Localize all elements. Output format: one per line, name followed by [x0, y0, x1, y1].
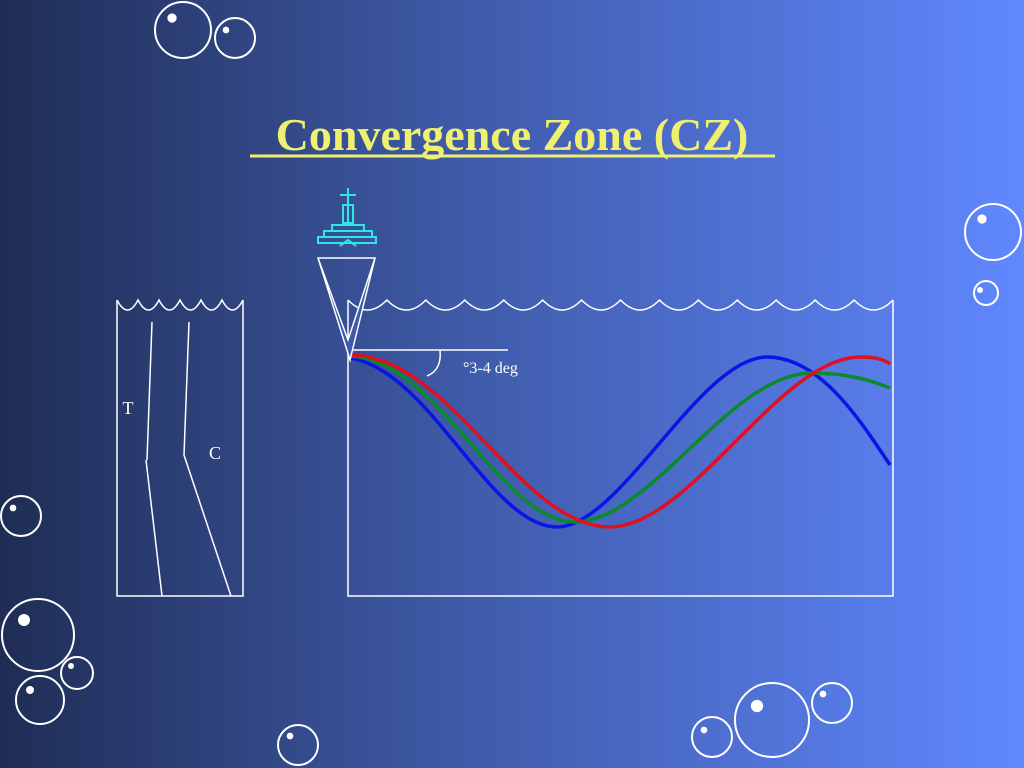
- bubble-highlight: [26, 686, 34, 694]
- bubble-highlight: [18, 614, 30, 626]
- ocean-box: [347, 298, 894, 597]
- angle-label: °3-4 deg: [463, 360, 518, 377]
- bubble-highlight: [819, 690, 827, 698]
- profile-frame: [116, 300, 244, 597]
- t-label: T: [123, 398, 134, 418]
- bubble: [214, 17, 256, 59]
- bubble-highlight: [977, 287, 983, 293]
- bubble: [691, 716, 733, 758]
- bubble-highlight: [167, 13, 177, 23]
- t-profile: [145, 321, 163, 597]
- bubble-highlight: [977, 214, 987, 224]
- bubble: [60, 656, 94, 690]
- bubble: [964, 203, 1022, 261]
- bubble-highlight: [750, 699, 764, 713]
- bubble-highlight: [700, 726, 708, 734]
- bubble-highlight: [9, 504, 17, 512]
- surface-waves: [116, 298, 244, 311]
- angle-arc: [426, 349, 441, 377]
- profile-box: [116, 298, 244, 597]
- c-label: C: [209, 443, 221, 463]
- bubble: [1, 598, 75, 672]
- bubble: [277, 724, 319, 766]
- c-profile: [183, 321, 232, 597]
- bubble-highlight: [68, 663, 74, 669]
- ship-superstructure: [317, 188, 377, 247]
- bubble: [811, 682, 853, 724]
- ray-green: [349, 354, 891, 524]
- surface-waves: [347, 298, 894, 311]
- ship-hull: [316, 257, 376, 363]
- bubble: [154, 1, 212, 59]
- bubble-highlight: [222, 26, 230, 34]
- title: Convergence Zone (CZ): [276, 109, 749, 160]
- rays: [349, 353, 892, 529]
- bubble: [734, 682, 810, 758]
- bubble-highlight: [286, 732, 294, 740]
- ray-blue: [349, 355, 892, 529]
- ocean-frame: [347, 300, 894, 597]
- ship: [316, 188, 377, 363]
- bubble: [0, 495, 42, 537]
- bubble: [973, 280, 999, 306]
- bubble: [15, 675, 65, 725]
- ray-red: [349, 353, 892, 529]
